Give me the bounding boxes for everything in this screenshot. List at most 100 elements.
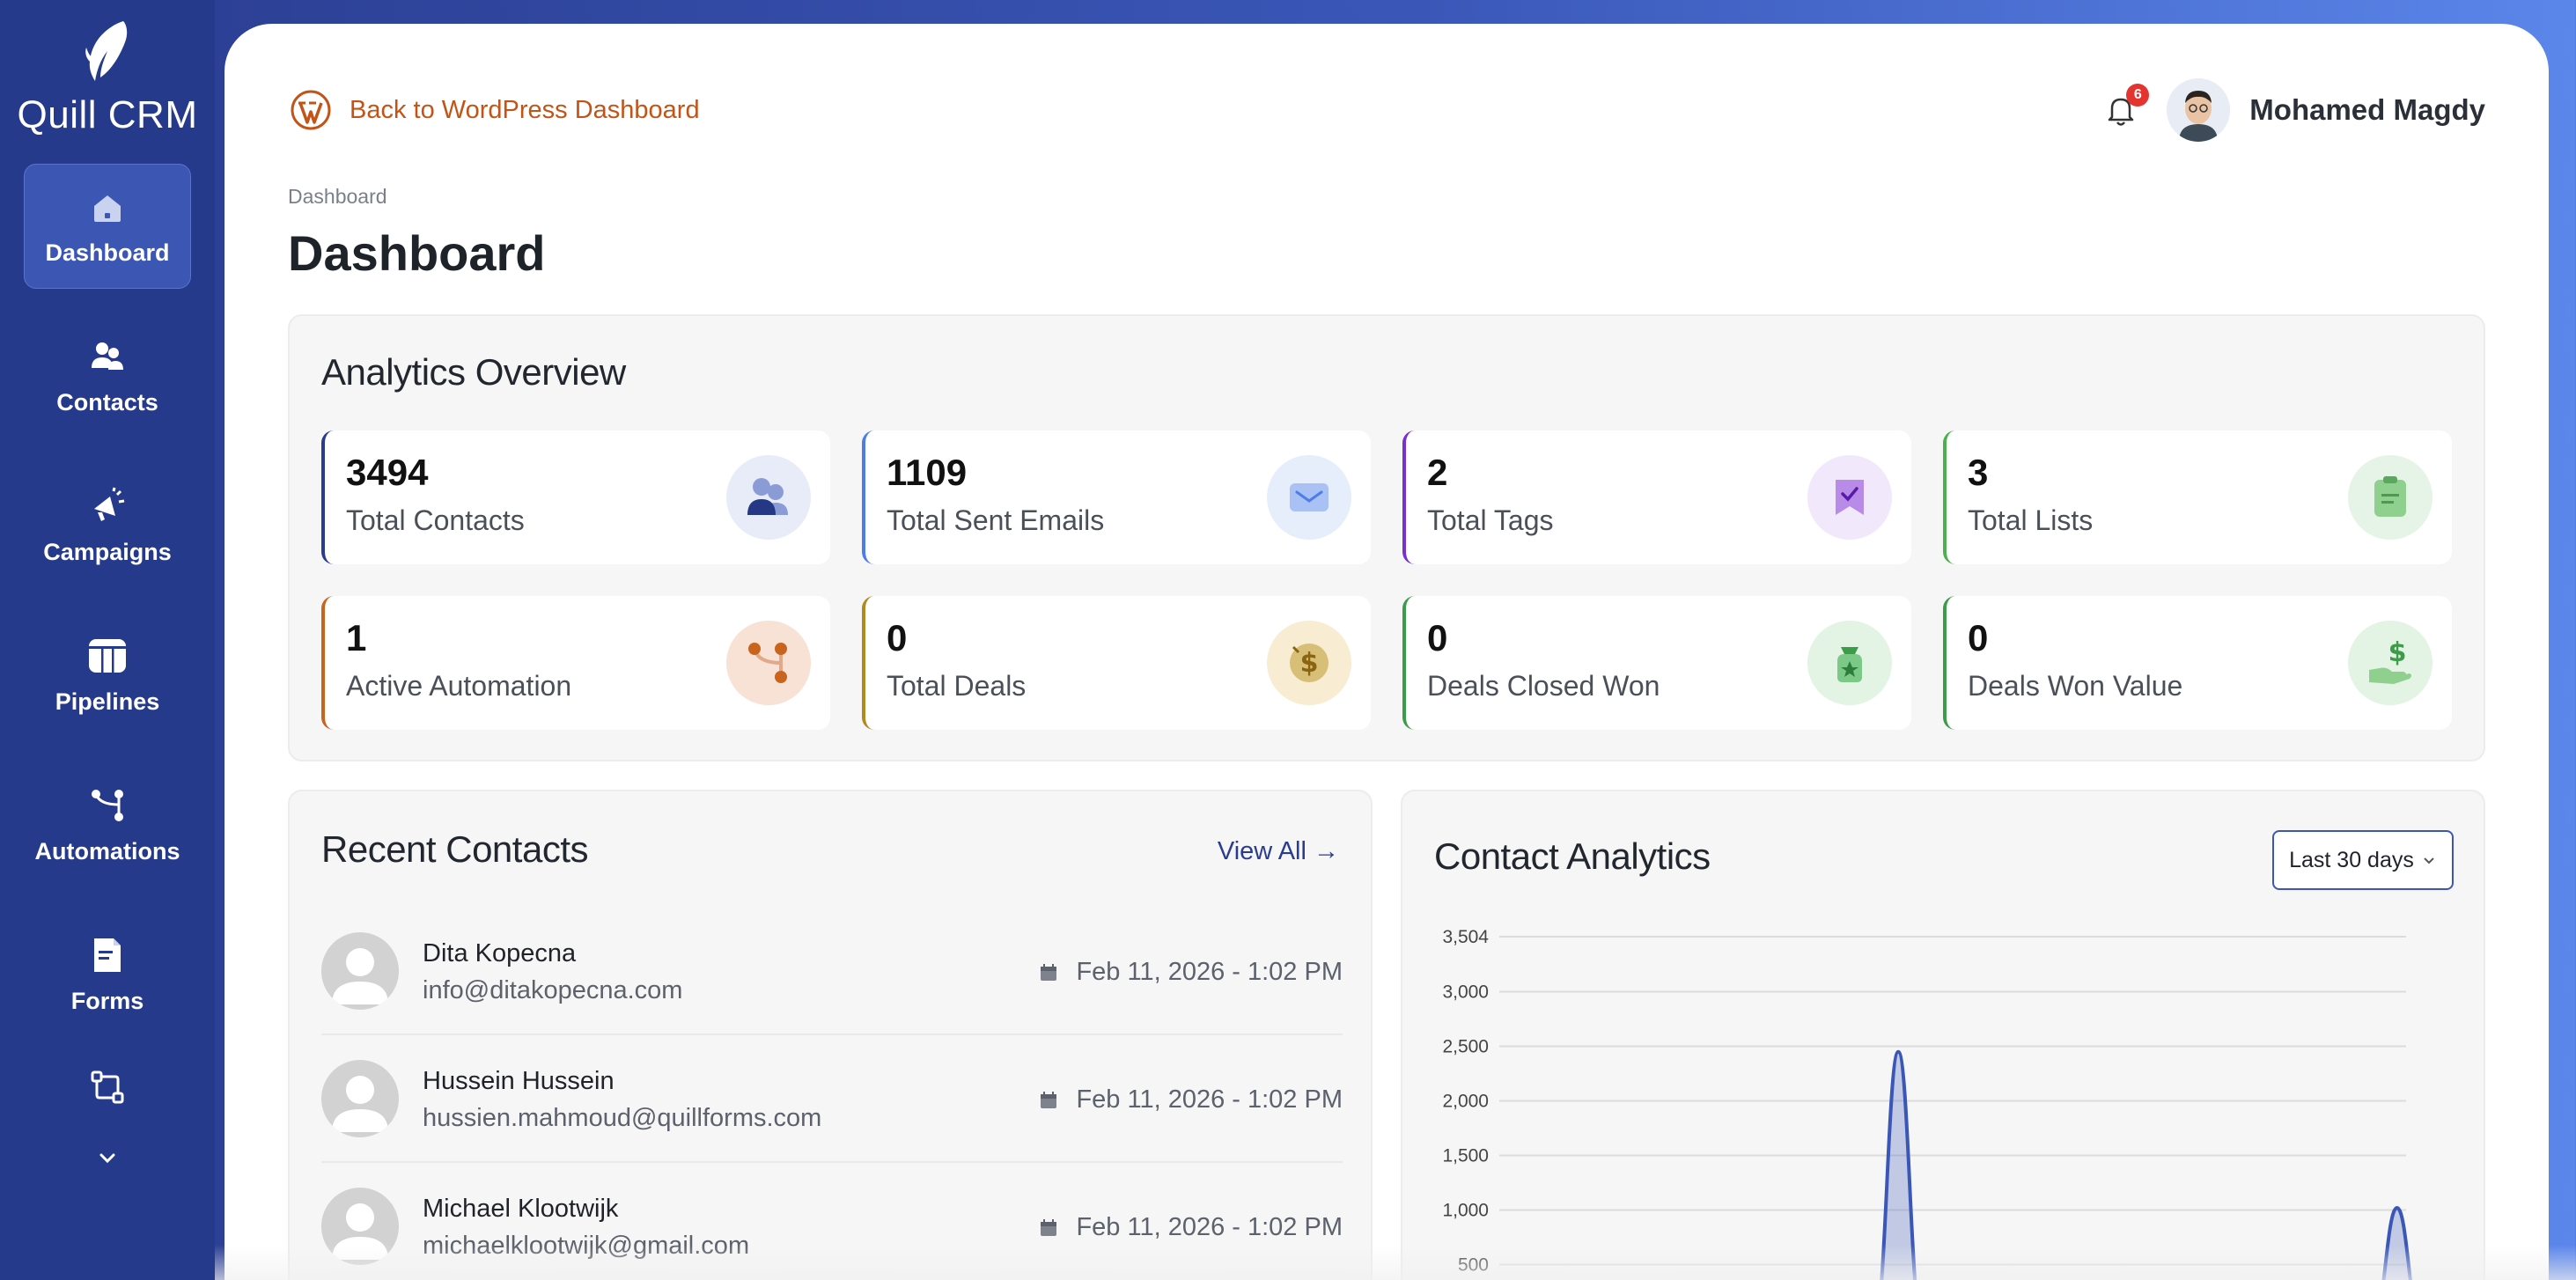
- stat-card-total-contacts[interactable]: 3494 Total Contacts: [321, 430, 830, 564]
- contact-name[interactable]: Hussein Hussein: [423, 1067, 615, 1095]
- stat-label: Total Tags: [1427, 504, 1554, 536]
- stat-value: 0: [1427, 617, 1448, 658]
- stat-value: 3: [1968, 452, 1989, 493]
- contact-date-text: Feb 11, 2026 - 1:02 PM: [1076, 1085, 1343, 1114]
- sidebar-item-label: Campaigns: [43, 538, 172, 565]
- view-all-link[interactable]: View All →: [1218, 837, 1339, 866]
- stat-card-total-lists[interactable]: 3 Total Lists: [1943, 430, 2452, 564]
- calendar-icon: [1041, 963, 1057, 981]
- date-range-select[interactable]: Last 30 days: [2272, 830, 2454, 890]
- view-all-label[interactable]: View All: [1217, 837, 1306, 865]
- sidebar-nav: Dashboard Contacts Campaigns: [0, 164, 215, 1173]
- stat-label: Total Lists: [1968, 504, 2094, 536]
- page-title: Dashboard: [288, 225, 546, 281]
- area-peak: [1881, 1051, 1916, 1280]
- contact-row[interactable]: Dita Kopecna info@ditakopecna.com Feb 11…: [321, 908, 1343, 1035]
- contact-date-text: Feb 11, 2026 - 1:02 PM: [1076, 1213, 1343, 1241]
- contact-date: Feb 11, 2026 - 1:02 PM: [1039, 958, 1343, 987]
- contact-email: info@ditakopecna.com: [423, 976, 683, 1004]
- calendar-icon: [1041, 1218, 1057, 1236]
- area-peak: [2383, 1208, 2410, 1280]
- contact-row[interactable]: Hussein Hussein hussien.mahmoud@quillfor…: [321, 1035, 1343, 1163]
- svg-text:$: $: [1300, 648, 1319, 679]
- avatar: [321, 1188, 399, 1265]
- sidebar-item-forms[interactable]: Forms: [24, 912, 191, 1037]
- sidebar-item-campaigns[interactable]: Campaigns: [24, 463, 191, 588]
- contact-name[interactable]: Dita Kopecna: [423, 939, 577, 967]
- contact-analytics-chart[interactable]: 3,504 3,000 2,500 2,000 1,500 1,000 500: [1420, 923, 2459, 1280]
- main-panel: Back to WordPress Dashboard 6 Mohamed Ma…: [224, 24, 2549, 1280]
- stat-label: Total Deals: [887, 670, 1027, 702]
- bell-icon: [2109, 98, 2134, 126]
- wordpress-icon: [291, 90, 331, 130]
- stat-value: 1109: [887, 452, 968, 493]
- clipboard-icon: [2348, 455, 2432, 540]
- notifications-button[interactable]: 6: [2101, 84, 2150, 129]
- contacts-icon: [726, 455, 811, 540]
- stat-card-total-sent-emails[interactable]: 1109 Total Sent Emails: [862, 430, 1371, 564]
- sidebar: Quill CRM Dashboard Contacts: [0, 0, 215, 1280]
- stat-label: Deals Won Value: [1968, 670, 2183, 702]
- contact-date: Feb 11, 2026 - 1:02 PM: [1039, 1213, 1343, 1242]
- recent-contacts-card: Recent Contacts View All → Dita Kopecna …: [288, 790, 1373, 1280]
- dollar-coin-icon: $: [1267, 621, 1351, 705]
- stat-label: Active Automation: [346, 670, 572, 702]
- stats-grid: 3494 Total Contacts 1109 Total Sent Emai…: [321, 430, 2452, 730]
- avatar: [321, 1060, 399, 1137]
- y-tick-label: 2,000: [1442, 1091, 1489, 1111]
- stat-card-deals-closed-won[interactable]: 0 Deals Closed Won: [1402, 596, 1911, 730]
- sidebar-item-pipelines[interactable]: Pipelines: [24, 613, 191, 738]
- back-link-text[interactable]: Back to WordPress Dashboard: [350, 95, 700, 124]
- user-menu[interactable]: 6 Mohamed Magdy: [2101, 78, 2485, 142]
- breadcrumb[interactable]: Dashboard: [288, 185, 387, 208]
- integrations-icon[interactable]: [87, 1067, 128, 1107]
- users-icon: [92, 342, 123, 370]
- stat-label: Deals Closed Won: [1427, 670, 1660, 702]
- stat-card-active-automation[interactable]: 1 Active Automation: [321, 596, 830, 730]
- quill-feather-icon[interactable]: [81, 18, 134, 85]
- pipeline-icon: [89, 638, 126, 673]
- y-tick-label: 3,000: [1442, 982, 1489, 1002]
- stat-value: 0: [887, 617, 908, 658]
- stat-card-total-deals[interactable]: 0 Total Deals $: [862, 596, 1371, 730]
- series-line: [2381, 1206, 2412, 1280]
- stat-card-deals-won-value[interactable]: 0 Deals Won Value $: [1943, 596, 2452, 730]
- stat-value: 1: [346, 617, 367, 658]
- brand-name: Quill CRM: [17, 93, 198, 136]
- y-tick-label: 500: [1458, 1254, 1489, 1275]
- contact-email: michaelklootwijk@gmail.com: [423, 1232, 750, 1260]
- contact-analytics-card: Contact Analytics Last 30 days 3,504 3,00…: [1401, 790, 2485, 1280]
- user-name[interactable]: Mohamed Magdy: [2249, 93, 2485, 126]
- stat-label: Total Sent Emails: [887, 504, 1105, 536]
- section-title: Contact Analytics: [1434, 835, 1711, 877]
- section-title: Analytics Overview: [321, 351, 626, 393]
- svg-text:$: $: [2388, 637, 2407, 668]
- megaphone-icon: [94, 487, 125, 521]
- stat-label: Total Contacts: [346, 504, 525, 536]
- avatar[interactable]: [2167, 78, 2231, 142]
- section-title: Recent Contacts: [321, 828, 589, 870]
- avatar: [321, 932, 399, 1010]
- back-to-wordpress[interactable]: Back to WordPress Dashboard: [290, 89, 700, 131]
- dollar-hand-icon: $: [2348, 621, 2432, 705]
- sidebar-item-automations[interactable]: Automations: [24, 762, 191, 887]
- y-tick-label: 2,500: [1442, 1036, 1489, 1056]
- home-icon: [94, 195, 121, 222]
- chevron-down-icon: [2424, 857, 2434, 864]
- contact-name[interactable]: Michael Klootwijk: [423, 1195, 619, 1223]
- automation-icon: [92, 789, 123, 821]
- sidebar-item-dashboard[interactable]: Dashboard: [24, 164, 191, 289]
- sidebar-item-label: Pipelines: [55, 688, 160, 715]
- contact-row[interactable]: Michael Klootwijk michaelklootwijk@gmail…: [321, 1163, 1343, 1280]
- tag-icon: [1807, 455, 1892, 540]
- sidebar-item-label: Dashboard: [45, 239, 170, 266]
- sidebar-item-contacts[interactable]: Contacts: [24, 313, 191, 438]
- y-tick-label: 1,500: [1442, 1145, 1489, 1166]
- arrow-right-icon: →: [1314, 837, 1339, 865]
- chevron-down-icon[interactable]: [92, 1143, 122, 1173]
- stat-card-total-tags[interactable]: 2 Total Tags: [1402, 430, 1911, 564]
- forms-icon: [94, 938, 121, 972]
- stat-value: 2: [1427, 452, 1448, 493]
- stat-value: 3494: [346, 452, 429, 493]
- contact-date: Feb 11, 2026 - 1:02 PM: [1039, 1085, 1343, 1114]
